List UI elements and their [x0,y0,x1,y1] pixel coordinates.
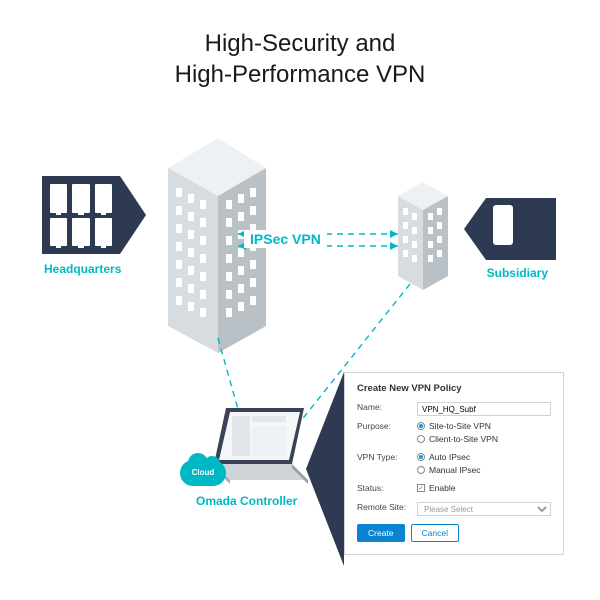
create-button[interactable]: Create [357,524,405,542]
page-title: High-Security and High-Performance VPN [0,0,600,90]
hq-devices-icon [42,176,120,254]
subsidiary-label: Subsidiary [487,266,548,280]
title-line-2: High-Performance VPN [175,61,426,88]
status-label: Status: [357,483,417,493]
radio-selected-icon [417,453,425,461]
vpntype-option-auto[interactable]: Auto IPsec [417,452,551,462]
radio-icon [417,466,425,474]
hq-arrow-tip [120,176,146,254]
remote-site-label: Remote Site: [357,502,417,512]
remote-site-select[interactable]: Please Select [417,502,551,516]
radio-selected-icon [417,422,425,430]
panel-arrow-tip [306,372,344,566]
title-line-1: High-Security and [205,30,396,57]
subsidiary-arrow-tip [464,198,486,260]
hq-label: Headquarters [44,262,121,276]
controller-label: Omada Controller [196,494,297,508]
panel-title: Create New VPN Policy [357,383,551,394]
vpn-policy-panel: Create New VPN Policy Name: Purpose: Sit… [344,372,564,555]
subsidiary-devices-icon [486,198,556,260]
purpose-label: Purpose: [357,421,417,431]
name-label: Name: [357,402,417,412]
vpntype-option-manual[interactable]: Manual IPsec [417,465,551,475]
purpose-option-client-to-site[interactable]: Client-to-Site VPN [417,434,551,444]
status-option-enable[interactable]: ✓ Enable [417,483,551,493]
cancel-button[interactable]: Cancel [411,524,459,542]
checkbox-checked-icon: ✓ [417,484,425,492]
subsidiary-building-icon [388,178,458,303]
cloud-badge-icon: Cloud [180,460,226,486]
purpose-option-site-to-site[interactable]: Site-to-Site VPN [417,421,551,431]
cloud-label: Cloud [192,468,215,477]
ipsec-vpn-label: IPSec VPN [244,230,327,248]
vpntype-label: VPN Type: [357,452,417,462]
name-input[interactable] [417,402,551,416]
radio-icon [417,435,425,443]
